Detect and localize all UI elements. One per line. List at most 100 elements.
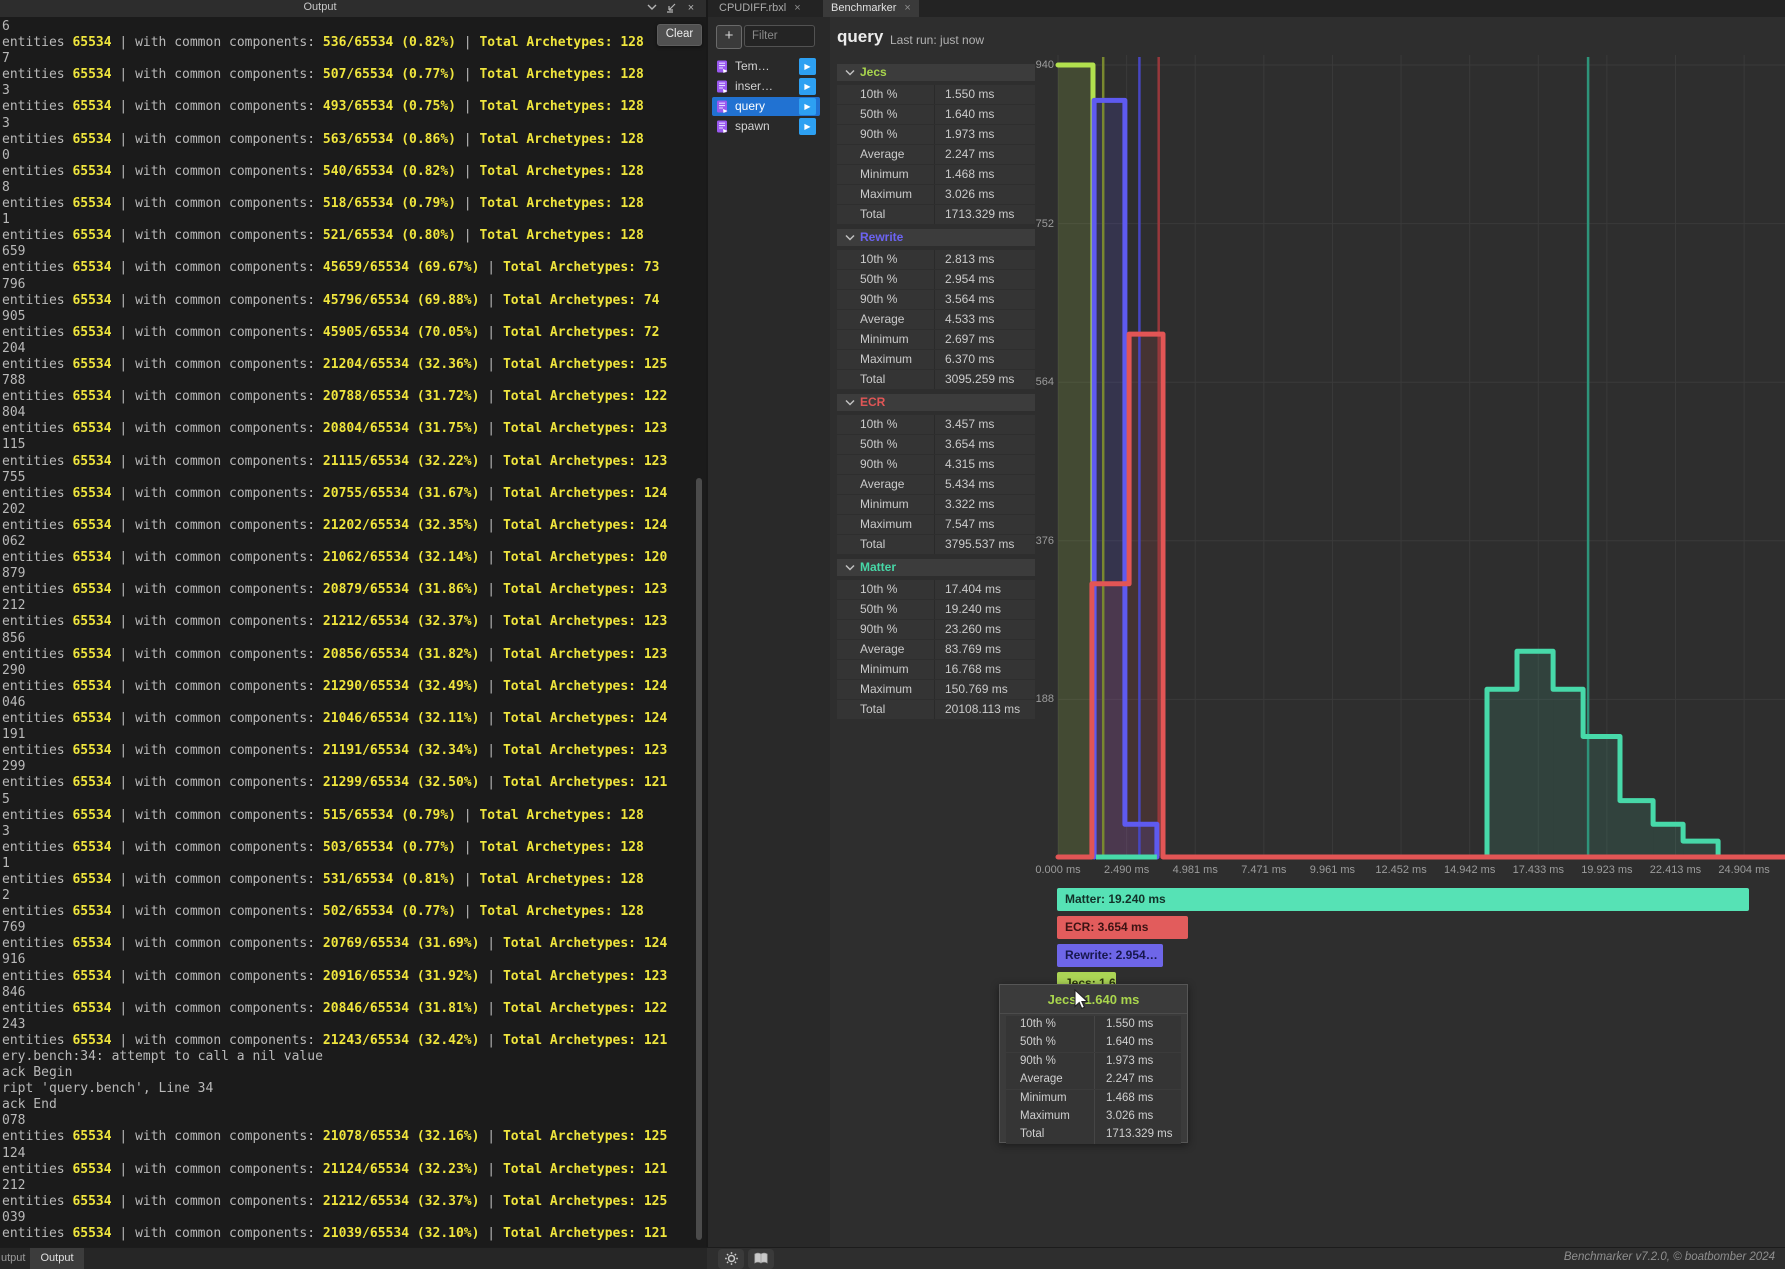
chevron-down-icon: [845, 399, 855, 406]
stat-row: 90th % 4.315 ms: [837, 455, 1035, 474]
section-header-jecs[interactable]: Jecs: [837, 64, 1035, 81]
section-header-matter[interactable]: Matter: [837, 559, 1035, 576]
stat-row: Average 83.769 ms: [837, 640, 1035, 659]
output-line: 755: [2, 469, 26, 485]
sidebar-item-spawn[interactable]: spawn ▶: [712, 117, 820, 136]
dock-tab-clipped[interactable]: utput: [1, 1252, 26, 1264]
output-line: entities 65534 | with common components:…: [2, 936, 668, 952]
output-line: entities 65534 | with common components:…: [2, 131, 644, 147]
chevron-down-icon: [845, 69, 855, 76]
x-axis-tick: 12.452 ms: [1375, 864, 1427, 876]
output-line: entities 65534 | with common components:…: [2, 324, 660, 340]
output-line: 2: [2, 888, 10, 904]
stat-row: 10th % 17.404 ms: [837, 580, 1035, 599]
output-line: 6: [2, 19, 10, 34]
close-icon[interactable]: ×: [794, 2, 801, 14]
output-line: entities 65534 | with common components:…: [2, 1000, 668, 1016]
result-bar-matter[interactable]: Matter: 19.240 ms: [1057, 888, 1749, 911]
tooltip-stat-row: Total 1713.329 ms: [1006, 1126, 1181, 1145]
stat-row: Maximum 150.769 ms: [837, 680, 1035, 699]
benchmark-title: query: [837, 27, 884, 46]
tab-bar: CPUDIFF.rbxl × Benchmarker ×: [708, 0, 1785, 17]
stat-row: 50th % 2.954 ms: [837, 270, 1035, 289]
output-line: entities 65534 | with common components:…: [2, 1226, 668, 1242]
output-line: ery.bench:34: attempt to call a nil valu…: [2, 1049, 323, 1064]
sidebar-item-tem[interactable]: Tem… ▶: [712, 57, 820, 76]
stat-row: 10th % 1.550 ms: [837, 85, 1035, 104]
stat-row: Minimum 3.322 ms: [837, 495, 1035, 514]
output-line: 905: [2, 308, 26, 324]
stat-row: Average 5.434 ms: [837, 475, 1035, 494]
sidebar-item-query[interactable]: query ▶: [712, 97, 820, 116]
tab-benchmarker[interactable]: Benchmarker ×: [823, 0, 919, 17]
version-credit: Benchmarker v7.2.0, © boatbomber 2024: [1563, 1251, 1775, 1263]
run-benchmark-button[interactable]: ▶: [799, 58, 816, 75]
output-line: 0: [2, 147, 10, 163]
close-icon[interactable]: ×: [687, 2, 695, 14]
output-scrollbar-thumb[interactable]: [696, 478, 702, 1240]
add-benchmark-button[interactable]: +: [716, 25, 742, 49]
dock-window-icon[interactable]: [664, 2, 678, 15]
output-line: entities 65534 | with common components:…: [2, 839, 644, 855]
stat-row: Maximum 3.026 ms: [837, 185, 1035, 204]
y-axis-tick: 376: [1035, 534, 1054, 547]
x-axis-tick: 14.942 ms: [1443, 864, 1496, 876]
tooltip-stat-row: 90th % 1.973 ms: [1006, 1052, 1181, 1071]
output-line: entities 65534 | with common components:…: [2, 968, 668, 984]
sidebar-item-inser[interactable]: inser… ▶: [712, 77, 820, 96]
x-axis-tick: 17.433 ms: [1512, 864, 1564, 876]
output-line: 804: [2, 405, 26, 421]
output-line: entities 65534 | with common components:…: [2, 1193, 668, 1209]
output-line: entities 65534 | with common components:…: [2, 1129, 668, 1145]
script-icon: [717, 60, 728, 73]
output-line: 796: [2, 276, 26, 292]
output-line: 204: [2, 340, 26, 356]
gear-icon: [724, 1252, 738, 1265]
output-line: 243: [2, 1016, 26, 1032]
y-axis-tick: 752: [1035, 217, 1054, 230]
section-header-ecr[interactable]: ECR: [837, 394, 1035, 411]
clear-button[interactable]: Clear: [657, 24, 702, 46]
output-line: entities 65534 | with common components:…: [2, 163, 644, 179]
output-panel-title: Output: [303, 1, 337, 13]
result-bar-ecr[interactable]: ECR: 3.654 ms: [1057, 916, 1188, 939]
tooltip-stat-row: Average 2.247 ms: [1006, 1071, 1181, 1090]
run-benchmark-button[interactable]: ▶: [799, 98, 816, 115]
tab-cpudiff[interactable]: CPUDIFF.rbxl ×: [719, 2, 801, 14]
tooltip-stat-row: Minimum 1.468 ms: [1006, 1089, 1181, 1108]
x-axis-tick: 24.904 ms: [1718, 864, 1770, 876]
filter-input[interactable]: [744, 25, 815, 47]
output-line: 115: [2, 437, 26, 453]
output-line: 124: [2, 1145, 26, 1161]
run-benchmark-button[interactable]: ▶: [799, 118, 816, 135]
dock-tab-output[interactable]: Output: [30, 1248, 84, 1269]
panel-divider[interactable]: [706, 0, 708, 1269]
output-line: 769: [2, 920, 26, 936]
output-panel-header[interactable]: Output ×: [0, 0, 707, 18]
stat-row: 10th % 3.457 ms: [837, 415, 1035, 434]
chevron-down-icon[interactable]: [645, 2, 659, 15]
mouse-cursor-icon: [1074, 989, 1089, 1010]
y-axis-tick: 564: [1035, 376, 1054, 389]
settings-button[interactable]: [718, 1249, 744, 1269]
result-bar-rewrite[interactable]: Rewrite: 2.954…: [1057, 944, 1163, 967]
output-console[interactable]: 6 entities 65534 | with common components…: [0, 17, 707, 1247]
output-line: entities 65534 | with common components:…: [2, 614, 668, 630]
run-benchmark-button[interactable]: ▶: [799, 78, 816, 95]
output-line: entities 65534 | with common components:…: [2, 67, 644, 83]
section-header-rewrite[interactable]: Rewrite: [837, 229, 1035, 246]
stat-row: Maximum 7.547 ms: [837, 515, 1035, 534]
close-icon[interactable]: ×: [904, 2, 911, 14]
docs-button[interactable]: [748, 1249, 774, 1269]
output-line: 7: [2, 51, 10, 67]
chevron-down-icon: [845, 234, 855, 241]
output-line: 846: [2, 984, 26, 1000]
x-axis-tick: 2.490 ms: [1103, 864, 1150, 876]
stat-row: 90th % 3.564 ms: [837, 290, 1035, 309]
output-line: entities 65534 | with common components:…: [2, 678, 668, 694]
output-line: entities 65534 | with common components:…: [2, 550, 668, 566]
stat-row: 90th % 23.260 ms: [837, 620, 1035, 639]
output-line: entities 65534 | with common components:…: [2, 871, 644, 887]
output-line: 659: [2, 244, 26, 260]
